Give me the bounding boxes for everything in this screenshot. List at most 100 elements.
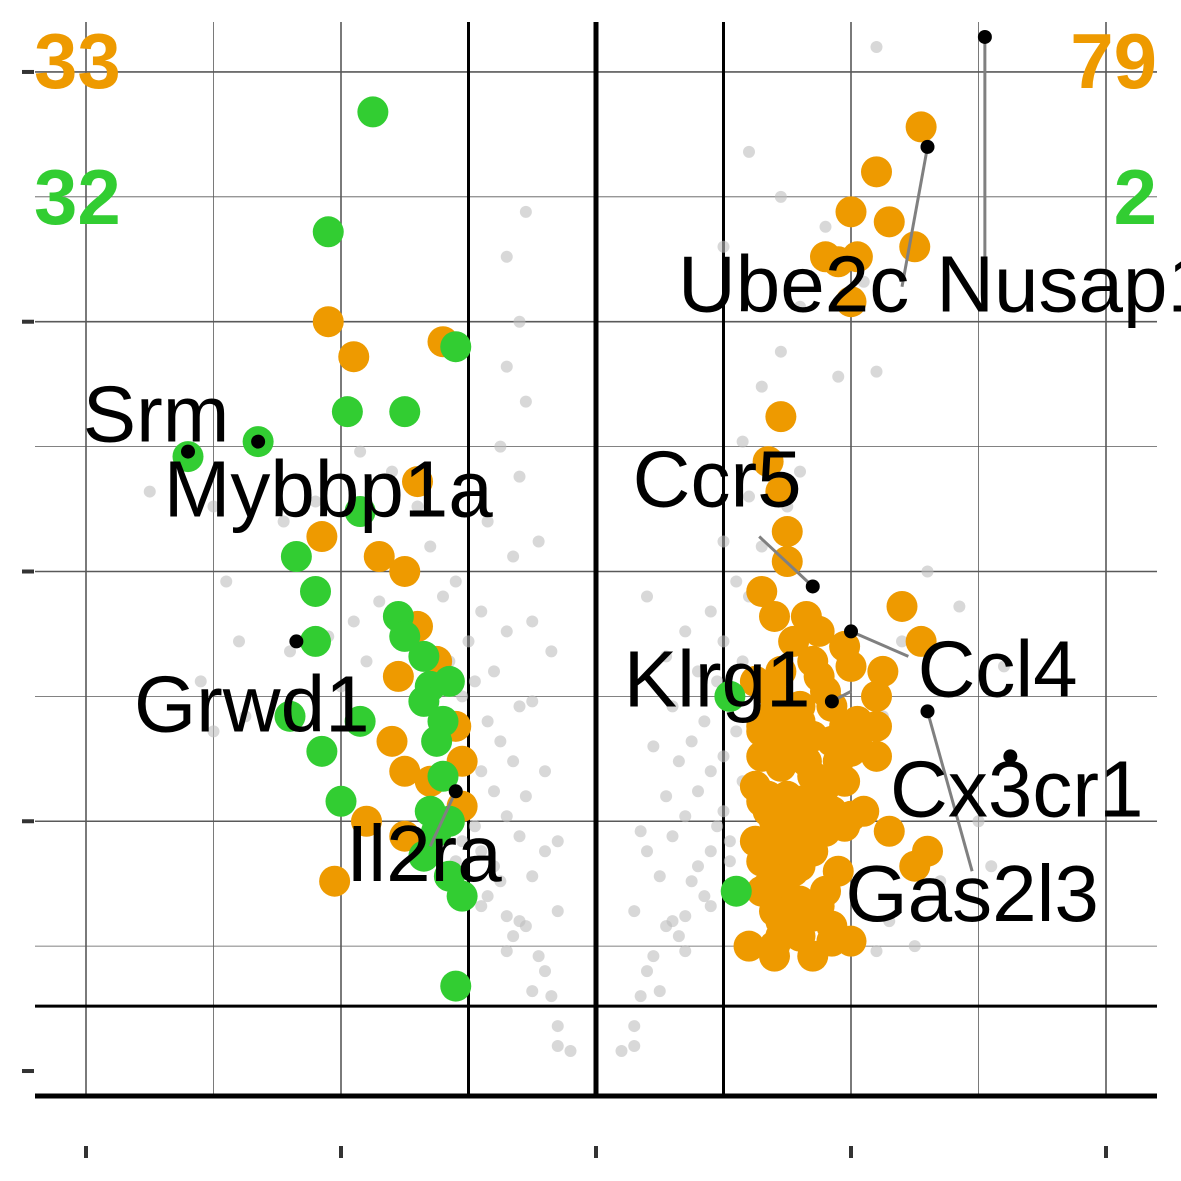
point-not-significant (628, 1040, 641, 1053)
point-not-significant (519, 920, 532, 933)
point-not-significant (513, 470, 526, 483)
point-not-significant (743, 145, 755, 158)
point-not-significant (717, 750, 730, 763)
point-not-significant (545, 645, 558, 658)
gene-marker-dot (844, 624, 858, 639)
point-not-significant (666, 830, 679, 843)
point-upregulated (778, 855, 810, 887)
point-not-significant (723, 855, 736, 868)
point-upregulated (829, 710, 861, 742)
point-not-significant (468, 675, 481, 688)
point-not-significant (704, 605, 717, 618)
point-not-significant (347, 615, 360, 628)
point-not-significant (685, 875, 698, 888)
point-not-significant (239, 710, 252, 723)
point-not-significant (475, 605, 488, 618)
point-not-significant (500, 625, 513, 638)
point-not-significant (998, 660, 1010, 673)
point-not-significant (500, 945, 513, 958)
point-not-significant (692, 785, 704, 798)
point-not-significant (641, 845, 653, 858)
count-down-right: 2 (1114, 153, 1157, 241)
point-not-significant (653, 985, 666, 998)
point-not-significant (519, 790, 532, 803)
leader-line (850, 630, 909, 658)
point-upregulated (376, 725, 408, 757)
point-not-significant (207, 500, 220, 513)
point-upregulated (797, 645, 829, 677)
point-not-significant (774, 190, 787, 203)
point-not-significant (857, 275, 870, 288)
gene-label-klrg1: Klrg1 (624, 634, 811, 723)
point-upregulated (363, 541, 395, 573)
gene-marker-dot (805, 579, 820, 594)
point-upregulated (739, 665, 771, 697)
gene-label-grwd1: Grwd1 (134, 659, 370, 748)
point-downregulated (300, 575, 331, 607)
gene-marker-dot (181, 444, 195, 459)
point-not-significant (475, 900, 488, 913)
point-downregulated (427, 760, 459, 792)
point-not-significant (500, 910, 513, 923)
point-not-significant (519, 395, 532, 408)
point-not-significant (698, 715, 711, 728)
point-upregulated (402, 466, 433, 498)
point-not-significant (794, 300, 806, 313)
point-upregulated (306, 521, 338, 553)
point-upregulated (803, 890, 835, 922)
point-not-significant (233, 635, 245, 648)
count-down-left: 32 (34, 153, 121, 241)
point-not-significant (628, 905, 641, 918)
point-upregulated (739, 825, 771, 857)
point-not-significant (481, 715, 494, 728)
point-not-significant (679, 910, 692, 923)
point-not-significant (309, 495, 322, 508)
point-upregulated (861, 156, 892, 188)
point-not-significant (507, 550, 520, 563)
point-downregulated (446, 880, 478, 912)
point-not-significant (494, 735, 507, 748)
point-not-significant (653, 870, 666, 883)
point-not-significant (500, 360, 513, 373)
gene-label-mybbp1a: Mybbp1a (164, 445, 494, 534)
point-not-significant (660, 920, 673, 933)
point-not-significant (755, 380, 768, 393)
point-upregulated (861, 710, 892, 742)
point-not-significant (507, 930, 520, 943)
point-not-significant (660, 650, 673, 663)
point-not-significant (539, 965, 551, 978)
point-upregulated (382, 660, 414, 692)
point-downregulated (344, 705, 376, 737)
point-downregulated (720, 875, 752, 907)
point-not-significant (628, 1020, 641, 1033)
point-not-significant (883, 915, 896, 928)
point-not-significant (672, 930, 685, 943)
count-up-left: 33 (34, 17, 121, 105)
point-not-significant (526, 985, 539, 998)
point-upregulated (829, 630, 861, 662)
point-downregulated (306, 735, 338, 767)
point-not-significant (143, 485, 156, 498)
point-downregulated (408, 685, 440, 717)
point-not-significant (488, 860, 500, 873)
point-not-significant (411, 500, 424, 513)
point-upregulated (765, 655, 797, 687)
point-not-significant (736, 655, 749, 668)
point-not-significant (545, 990, 558, 1003)
point-upregulated (803, 805, 835, 837)
point-not-significant (660, 790, 673, 803)
point-not-significant (335, 680, 347, 693)
point-upregulated (746, 575, 778, 607)
point-not-significant (481, 890, 494, 903)
gene-label-ccl4: Ccl4 (918, 624, 1078, 713)
point-not-significant (500, 250, 513, 263)
point-not-significant (711, 820, 724, 833)
point-not-significant (437, 590, 449, 603)
point-not-significant (519, 205, 532, 218)
point-not-significant (220, 575, 233, 588)
point-downregulated (325, 785, 357, 817)
point-not-significant (666, 700, 679, 713)
gene-label-gas2l3: Gas2l3 (845, 849, 1098, 938)
